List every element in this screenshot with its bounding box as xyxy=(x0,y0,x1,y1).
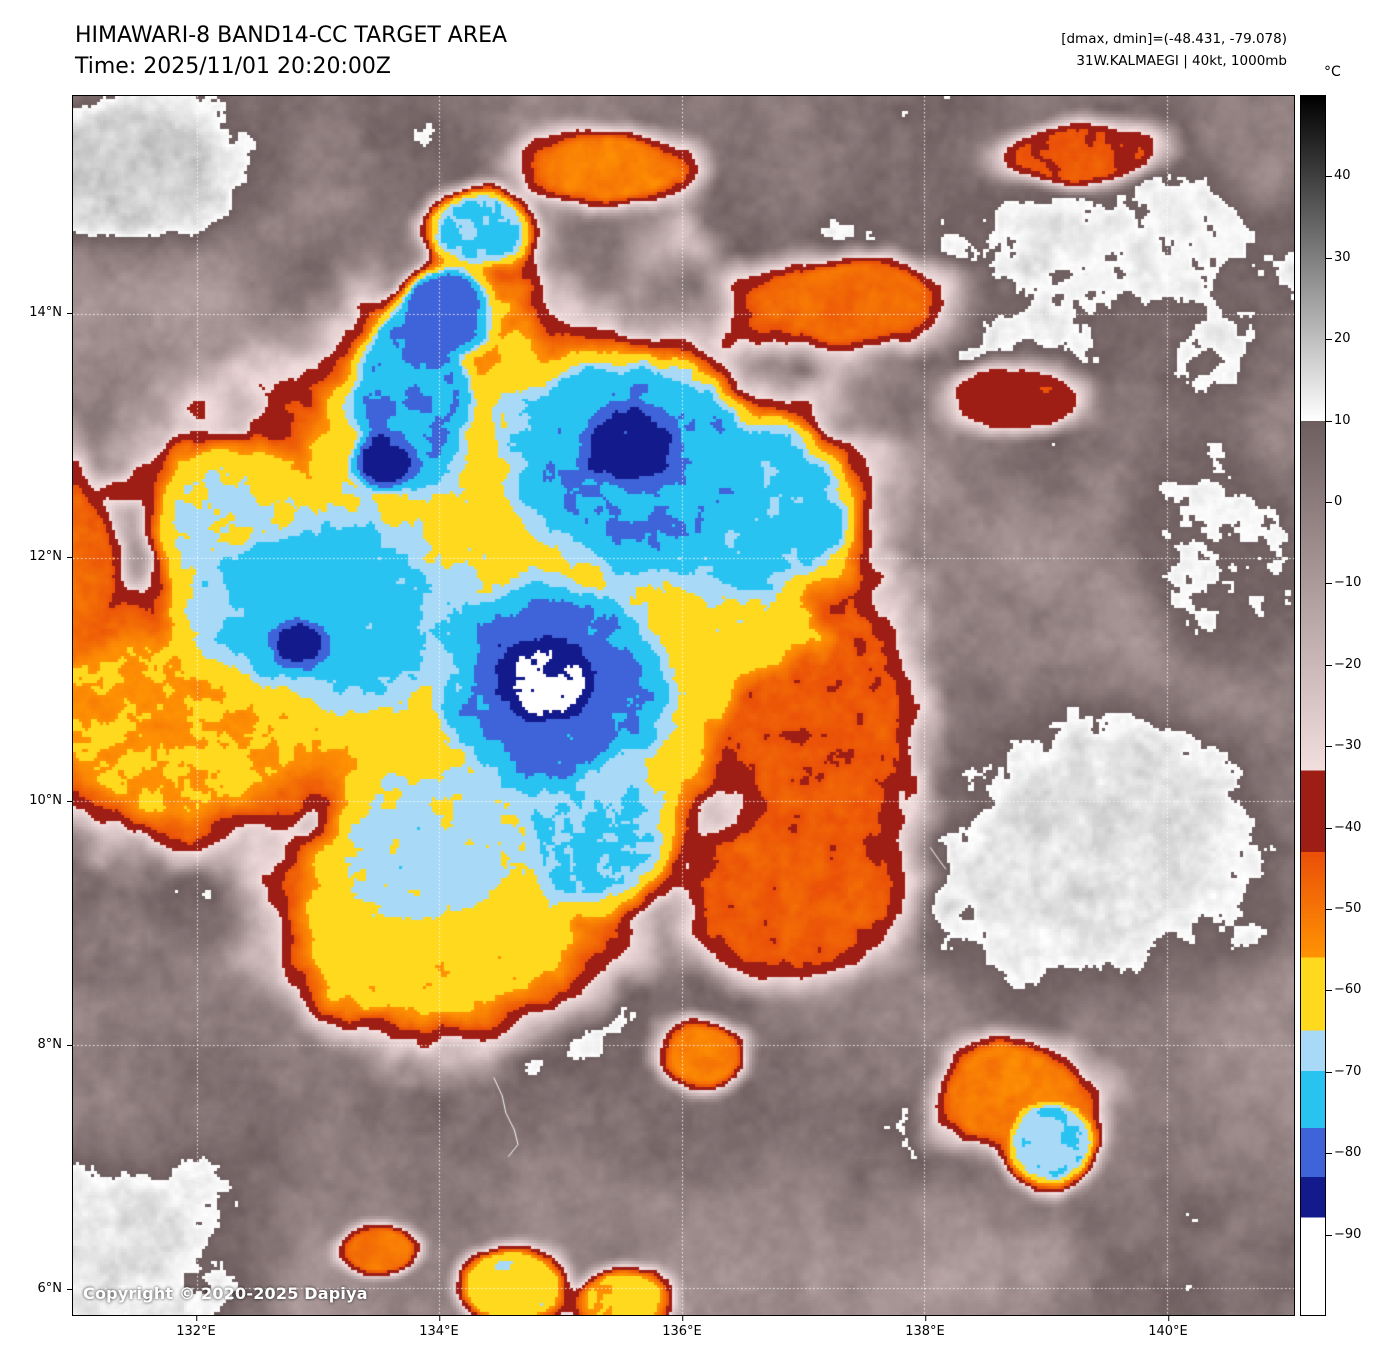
storm-info: [dmax, dmin]=(-48.431, -79.078) 31W.KALM… xyxy=(1061,28,1287,72)
y-tick-label-6n: 6°N xyxy=(10,1281,72,1297)
colorbar-tick-label-0: 0 xyxy=(1325,494,1343,509)
colorbar-tick-label-minus-70: −70 xyxy=(1325,1064,1362,1079)
colorbar-tick-label-minus-80: −80 xyxy=(1325,1145,1362,1160)
colorbar-tick-label-minus-60: −60 xyxy=(1325,982,1362,997)
colorbar-tick-label-10: 10 xyxy=(1326,413,1351,428)
x-tick-label-136e: 136°E xyxy=(662,1316,702,1339)
dmax-dmin-label: [dmax, dmin]=(-48.431, -79.078) xyxy=(1061,31,1287,47)
header: HIMAWARI-8 BAND14-CC TARGET AREA Time: 2… xyxy=(75,20,507,82)
x-tick-label-138e: 138°E xyxy=(905,1316,945,1339)
colorbar-tick-label-minus-50: −50 xyxy=(1325,901,1362,916)
y-tick-label-12n: 12°N xyxy=(10,549,72,565)
x-tick-label-140e: 140°E xyxy=(1148,1316,1188,1339)
y-tick-label-10n: 10°N xyxy=(10,793,72,809)
x-tick-label-132e: 132°E xyxy=(176,1316,216,1339)
satellite-canvas xyxy=(73,96,1294,1315)
colorbar-tick-label-40: 40 xyxy=(1326,168,1351,183)
x-tick-label-134e: 134°E xyxy=(419,1316,459,1339)
storm-id-label: 31W.KALMAEGI | 40kt, 1000mb xyxy=(1076,53,1287,69)
page-title: HIMAWARI-8 BAND14-CC TARGET AREA xyxy=(75,23,508,48)
colorbar-unit-label: °C xyxy=(1324,64,1341,80)
colorbar-gradient xyxy=(1301,96,1325,1315)
colorbar-tick-label-minus-10: −10 xyxy=(1325,575,1362,590)
colorbar xyxy=(1300,95,1326,1316)
colorbar-tick-label-minus-30: −30 xyxy=(1325,738,1362,753)
colorbar-tick-label-minus-20: −20 xyxy=(1325,657,1362,672)
colorbar-tick-label-minus-40: −40 xyxy=(1325,820,1362,835)
time-label: Time: 2025/11/01 20:20:00Z xyxy=(75,54,391,79)
copyright-label: Copyright © 2020-2025 Dapiya xyxy=(83,1284,368,1303)
colorbar-tick-label-minus-90: −90 xyxy=(1325,1227,1362,1242)
colorbar-tick-label-30: 30 xyxy=(1326,250,1351,265)
y-tick-label-8n: 8°N xyxy=(10,1037,72,1053)
satellite-map: Copyright © 2020-2025 Dapiya xyxy=(72,95,1295,1316)
colorbar-tick-label-20: 20 xyxy=(1326,331,1351,346)
y-tick-label-14n: 14°N xyxy=(10,305,72,321)
